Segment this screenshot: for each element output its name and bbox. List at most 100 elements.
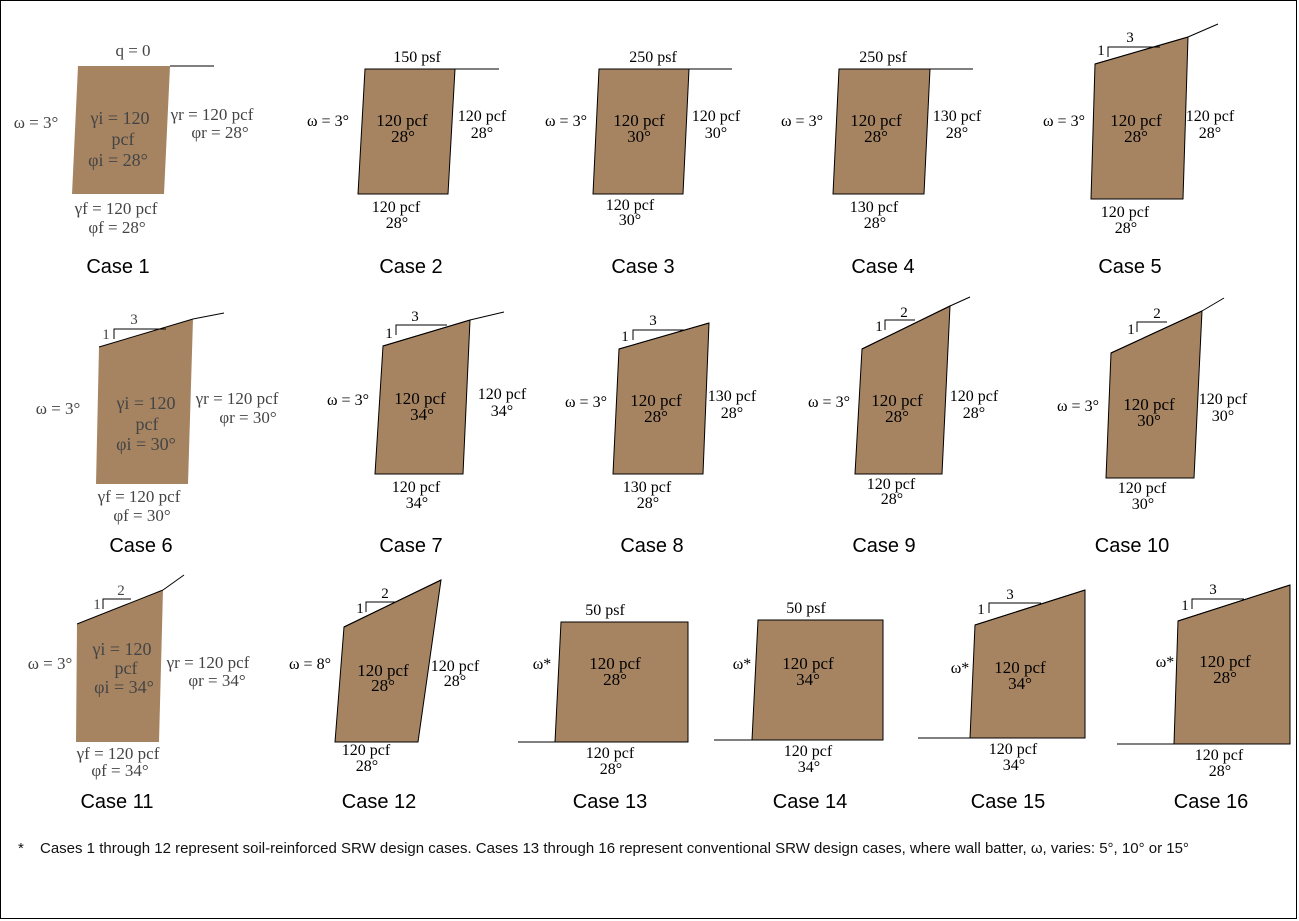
backslope-extension (1187, 23, 1219, 38)
batter-label: ω* (951, 660, 970, 677)
retained-unit-weight: 120 pcf (692, 108, 741, 125)
soil-block (96, 319, 193, 484)
slope-vertical-label: 1 (356, 601, 364, 617)
foundation-unit-weight: 120 pcf (392, 479, 441, 496)
foundation-friction-angle: 28° (881, 491, 903, 508)
slope-ratio-triangle (113, 328, 166, 339)
soil-block (72, 66, 170, 194)
batter-label: ω = 3° (781, 113, 823, 130)
foundation-unit-weight: 120 pcf (1195, 747, 1244, 764)
backslope-line (618, 322, 710, 350)
backslope-line (1110, 310, 1203, 354)
backslope-extension (949, 296, 971, 307)
infill-friction-angle: 28° (371, 676, 395, 695)
surcharge-label: 50 psf (786, 600, 826, 617)
foundation-friction-angle: 28° (1115, 220, 1137, 237)
batter-label: ω = 8° (289, 656, 331, 673)
soil-block (76, 590, 163, 742)
foundation-friction-angle: 28° (1209, 763, 1231, 780)
infill-unit-weight: 120 pcf (782, 654, 834, 673)
foundation-friction-angle: 30° (619, 212, 641, 229)
case-label: Case 13 (573, 791, 648, 813)
slope-horizontal-label: 2 (1153, 306, 1161, 322)
slope-ratio-triangle (884, 319, 915, 330)
foundation-unit-weight: 120 pcf (586, 745, 635, 762)
infill-friction-angle: 34° (1008, 674, 1032, 693)
slope-horizontal-label: 3 (130, 312, 138, 328)
slope-ratio-triangle (102, 598, 131, 609)
infill-unit-weight: γi = 120 (115, 393, 175, 413)
backslope-extension (469, 311, 505, 321)
batter-label: ω = 3° (28, 654, 73, 673)
case-label: Case 9 (852, 535, 915, 557)
case-label: Case 16 (1174, 791, 1249, 813)
soil-block (854, 305, 951, 475)
soil-block (832, 68, 931, 195)
retained-unit-weight: 120 pcf (950, 388, 999, 405)
infill-friction-angle: φi = 28° (88, 150, 148, 170)
case-label: Case 1 (86, 256, 149, 278)
case-label: Case 15 (971, 791, 1046, 813)
batter-label: ω = 3° (808, 394, 850, 411)
slope-horizontal-label: 3 (1006, 587, 1014, 603)
surcharge-label: 150 psf (393, 49, 441, 66)
foundation-unit-weight: 120 pcf (989, 741, 1038, 758)
retained-unit-weight: γr = 120 pcf (170, 105, 254, 124)
slope-vertical-label: 1 (385, 326, 393, 342)
infill-unit-weight: γi = 120 (91, 639, 151, 659)
case-label: Case 7 (379, 535, 442, 557)
retained-friction-angle: 28° (721, 405, 743, 422)
infill-friction-angle: 28° (885, 407, 909, 426)
foundation-unit-weight: 130 pcf (850, 199, 899, 216)
case-label: Case 6 (109, 535, 172, 557)
foundation-unit-weight: 120 pcf (1101, 204, 1150, 221)
batter-label: ω = 3° (565, 394, 607, 411)
infill-friction-angle: 34° (796, 670, 820, 689)
foundation-unit-weight: 130 pcf (623, 479, 672, 496)
retained-unit-weight: 130 pcf (933, 108, 982, 125)
infill-friction-angle: φi = 34° (94, 677, 154, 697)
foundation-unit-weight: 120 pcf (784, 743, 833, 760)
infill-unit-weight-units: pcf (115, 658, 138, 678)
foundation-unit-weight: γf = 120 pcf (97, 487, 181, 506)
surcharge-label: 50 psf (585, 602, 625, 619)
slope-ratio-triangle (395, 324, 447, 335)
slope-ratio-triangle (1136, 321, 1167, 332)
retained-friction-angle: φr = 30° (219, 408, 276, 427)
batter-label: ω* (533, 656, 552, 673)
retained-friction-angle: 28° (471, 125, 493, 142)
infill-unit-weight: γi = 120 (89, 108, 149, 128)
backslope-extension (192, 312, 225, 320)
foundation-friction-angle: 28° (864, 215, 886, 232)
retained-unit-weight: 130 pcf (708, 388, 757, 405)
retained-unit-weight: 120 pcf (458, 108, 507, 125)
foundation-friction-angle: 34° (406, 495, 428, 512)
batter-label: ω = 3° (545, 113, 587, 130)
slope-vertical-label: 1 (875, 319, 883, 335)
infill-unit-weight-units: pcf (136, 414, 159, 434)
foundation-friction-angle: 30° (1132, 496, 1154, 513)
backslope-line (974, 589, 1086, 626)
retained-unit-weight: γr = 120 pcf (195, 389, 279, 408)
infill-friction-angle: 28° (391, 127, 415, 146)
slope-horizontal-label: 2 (900, 305, 908, 321)
backslope-line (76, 589, 164, 625)
backslope-extension (162, 574, 185, 591)
batter-label: ω = 3° (14, 113, 59, 132)
foundation-friction-angle: φf = 28° (88, 218, 145, 237)
slope-horizontal-label: 2 (381, 586, 389, 602)
slope-horizontal-label: 3 (649, 313, 657, 329)
case-label: Case 11 (80, 791, 153, 813)
soil-block (592, 68, 690, 195)
slope-vertical-label: 1 (93, 597, 101, 613)
slope-vertical-label: 1 (102, 327, 110, 343)
backslope-line (1177, 584, 1291, 622)
